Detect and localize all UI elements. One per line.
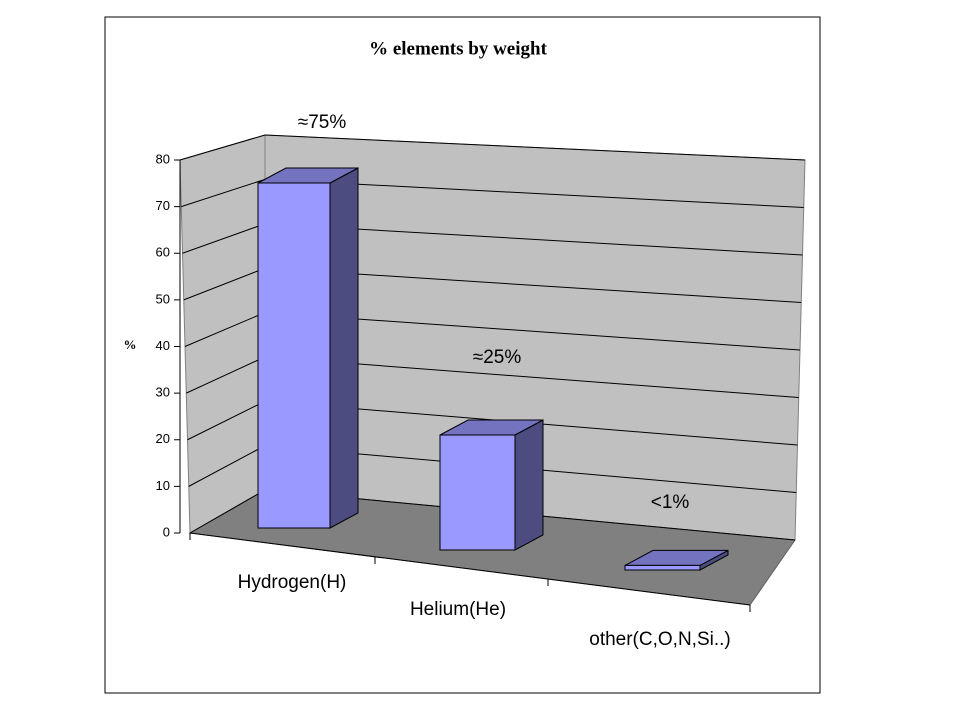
x-axis <box>189 532 751 606</box>
bar <box>439 434 516 551</box>
y-tick-label: 10 <box>156 478 170 493</box>
bar <box>624 564 701 571</box>
y-tick-label: 40 <box>156 338 170 353</box>
y-tick-label: 0 <box>163 524 170 539</box>
chart-title: % elements by weight <box>369 38 548 59</box>
y-tick-label: 70 <box>156 198 170 213</box>
bar-side <box>329 167 359 529</box>
y-tick-label: 80 <box>156 151 170 166</box>
x-tick-label: Hydrogen(H) <box>238 572 347 593</box>
y-tick-label: 30 <box>156 385 170 400</box>
x-tick-label: Helium(He) <box>410 599 506 620</box>
value-label: <1% <box>651 492 690 513</box>
grid-line <box>179 134 806 161</box>
y-axis-label: % <box>124 337 137 352</box>
y-tick-label: 20 <box>156 431 170 446</box>
side-wall <box>179 134 266 534</box>
y-tick-label: 60 <box>156 245 170 260</box>
bar <box>257 182 331 529</box>
x-tick-label: other(C,O,N,Si..) <box>589 629 730 650</box>
bar-side <box>514 419 544 551</box>
value-label: ≈75% <box>298 112 347 133</box>
value-label: ≈25% <box>473 347 522 368</box>
y-tick-label: 50 <box>156 291 170 306</box>
